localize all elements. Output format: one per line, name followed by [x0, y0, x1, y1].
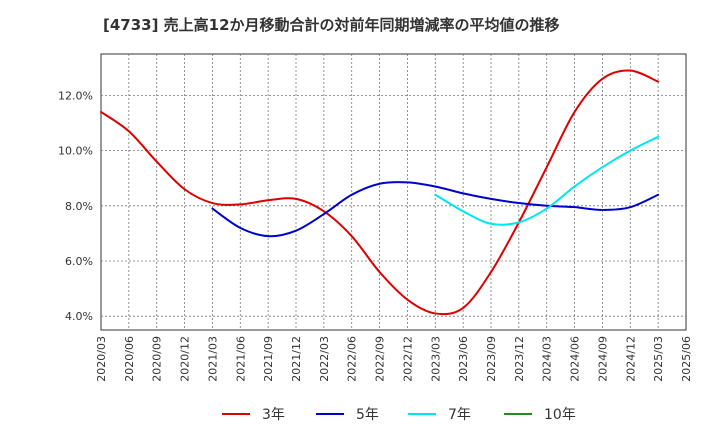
legend-label: 5年: [356, 407, 379, 423]
series-line-2: [211, 181, 660, 238]
plot-area: [100, 53, 687, 331]
x-tick-label: 2024/06: [569, 336, 582, 382]
legend-label: 10年: [544, 407, 576, 423]
y-tick-label: 12.0%: [58, 89, 93, 102]
x-tick-label: 2020/12: [179, 336, 192, 382]
series-line-3: [434, 135, 660, 226]
x-tick-label: 2023/12: [513, 336, 526, 382]
x-tick-label: 2025/03: [652, 336, 665, 382]
x-tick-label: 2025/06: [680, 336, 693, 382]
x-tick-label: 2024/09: [596, 336, 609, 382]
y-tick-label: 10.0%: [58, 145, 93, 158]
x-tick-label: 2021/12: [290, 336, 303, 382]
x-tick-label: 2022/06: [346, 336, 359, 382]
x-tick-label: 2024/12: [624, 336, 637, 382]
legend-label: 7年: [448, 407, 471, 423]
x-tick-label: 2020/09: [151, 336, 164, 382]
x-tick-label: 2022/12: [401, 336, 414, 382]
x-tick-label: 2022/09: [374, 336, 387, 382]
x-tick-label: 2021/06: [234, 336, 247, 382]
x-tick-label: 2022/03: [318, 336, 331, 382]
x-tick-label: 2021/03: [206, 336, 219, 382]
x-tick-label: 2021/09: [262, 336, 275, 382]
x-tick-label: 2023/03: [429, 336, 442, 382]
legend-label: 3年: [262, 407, 285, 423]
y-tick-label: 4.0%: [65, 310, 93, 323]
x-tick-label: 2023/06: [457, 336, 470, 382]
x-tick-label: 2020/06: [123, 336, 136, 382]
series-line-1: [100, 69, 660, 316]
y-tick-label: 6.0%: [65, 255, 93, 268]
x-tick-label: 2020/03: [95, 336, 108, 382]
chart-title: [4733] 売上高12か月移動合計の対前年同期増減率の平均値の推移: [103, 16, 560, 34]
y-tick-label: 8.0%: [65, 200, 93, 213]
x-tick-label: 2024/03: [541, 336, 554, 382]
x-tick-label: 2023/09: [485, 336, 498, 382]
